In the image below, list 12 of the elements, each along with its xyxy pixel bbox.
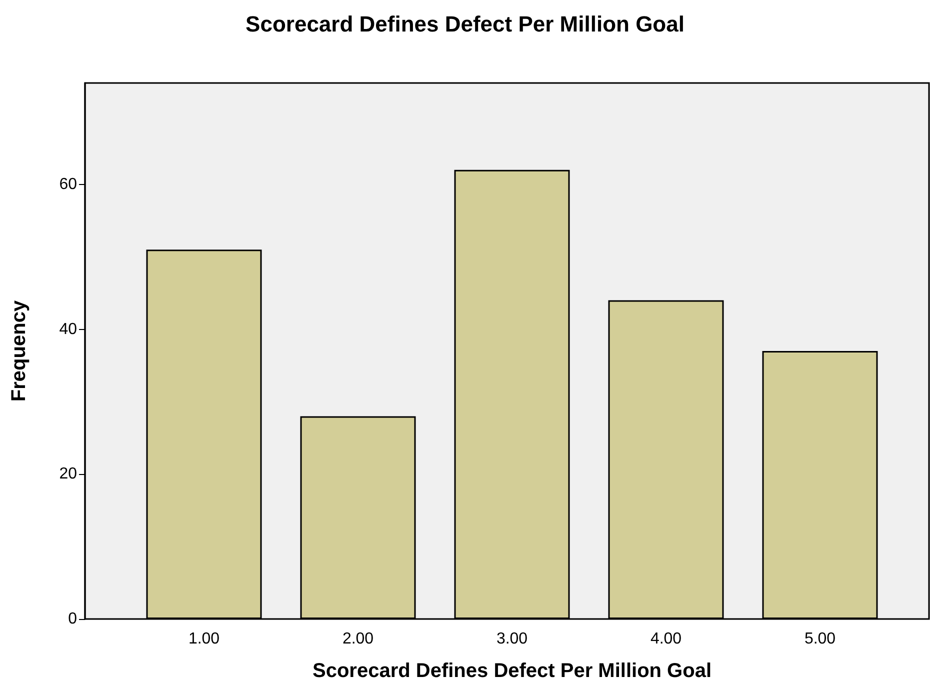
x-axis-title: Scorecard Defines Defect Per Million Goal xyxy=(312,660,712,682)
x-tick-label: 5.00 xyxy=(804,630,836,648)
y-tick-label: 20 xyxy=(59,466,78,483)
chart-title: Scorecard Defines Defect Per Million Goal xyxy=(246,12,684,36)
y-tick-label: 40 xyxy=(59,320,78,338)
x-tick-label: 4.00 xyxy=(650,630,682,648)
y-tick-label: 60 xyxy=(59,176,78,193)
x-tick-label: 1.00 xyxy=(188,630,220,648)
x-tick-label: 2.00 xyxy=(342,630,374,648)
x-tick-label: 3.00 xyxy=(496,630,528,648)
y-axis-title: Frequency xyxy=(8,300,30,402)
y-tick-label: 0 xyxy=(68,610,78,628)
